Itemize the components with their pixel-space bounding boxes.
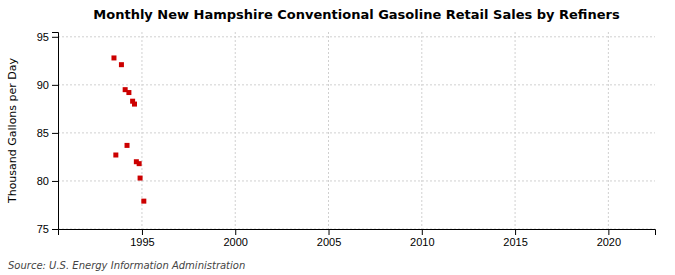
grid-line bbox=[235, 32, 236, 229]
tick: 2015 bbox=[503, 229, 527, 248]
tick-mark bbox=[422, 229, 423, 235]
tick-mark bbox=[52, 85, 58, 86]
tick-label: 2000 bbox=[223, 236, 247, 248]
x-axis: 1995 2000 2005 2010 2015 2020 bbox=[59, 229, 656, 248]
y-axis: 75 80 85 90 95 bbox=[37, 31, 59, 235]
tick-label: 85 bbox=[37, 127, 49, 139]
tick: 75 bbox=[37, 223, 58, 235]
point bbox=[138, 176, 143, 181]
y-axis-title: Thousand Gallons per Day bbox=[6, 57, 19, 204]
point bbox=[137, 161, 142, 166]
tick-label: 75 bbox=[37, 223, 49, 235]
grid-line bbox=[421, 32, 422, 229]
grid-line bbox=[608, 32, 609, 229]
tick-mark bbox=[52, 229, 58, 230]
source: Source: U.S. Energy Information Administ… bbox=[8, 260, 245, 271]
tick-mark bbox=[608, 229, 609, 235]
tick: 90 bbox=[37, 79, 58, 91]
grid-line bbox=[58, 36, 655, 37]
point bbox=[125, 143, 130, 148]
tick: 95 bbox=[37, 31, 58, 43]
points bbox=[111, 55, 146, 203]
tick-label: 2010 bbox=[410, 236, 434, 248]
tick-label: 2005 bbox=[317, 236, 341, 248]
grid-line bbox=[515, 32, 516, 229]
tick-mark bbox=[235, 229, 236, 235]
point bbox=[141, 199, 146, 204]
grid-line bbox=[58, 84, 655, 85]
tick-mark bbox=[52, 181, 58, 182]
tick-label: 2020 bbox=[597, 236, 621, 248]
point bbox=[113, 153, 118, 158]
tick-label: 95 bbox=[37, 31, 49, 43]
plot-area: 1995 2000 2005 2010 2015 2020 75 80 85 90 95 bbox=[37, 31, 656, 248]
point bbox=[126, 90, 131, 95]
tick: 2005 bbox=[317, 229, 341, 248]
tick-mark bbox=[52, 37, 58, 38]
grid-line bbox=[328, 32, 329, 229]
axis-line bbox=[52, 33, 59, 230]
grid-line bbox=[58, 180, 655, 181]
point bbox=[111, 55, 116, 60]
tick: 2020 bbox=[597, 229, 621, 248]
grid-line bbox=[58, 132, 655, 133]
tick-label: 1995 bbox=[130, 236, 154, 248]
chart: 1995 2000 2005 2010 2015 2020 75 80 85 90 95 Monthl… bbox=[0, 0, 675, 275]
tick: 2010 bbox=[410, 229, 434, 248]
tick: 85 bbox=[37, 127, 58, 139]
point bbox=[119, 62, 124, 67]
grid bbox=[58, 32, 655, 229]
tick: 1995 bbox=[130, 229, 154, 248]
tick: 80 bbox=[37, 175, 58, 187]
tick-mark bbox=[329, 229, 330, 235]
tick: 2000 bbox=[223, 229, 247, 248]
tick-mark bbox=[52, 133, 58, 134]
title: Monthly New Hampshire Conventional Gasol… bbox=[93, 7, 620, 22]
tick-label: 2015 bbox=[503, 236, 527, 248]
tick-mark bbox=[142, 229, 143, 235]
tick-label: 80 bbox=[37, 175, 49, 187]
axis-line bbox=[59, 230, 656, 236]
tick-label: 90 bbox=[37, 79, 49, 91]
tick-mark bbox=[515, 229, 516, 235]
point bbox=[132, 102, 137, 107]
